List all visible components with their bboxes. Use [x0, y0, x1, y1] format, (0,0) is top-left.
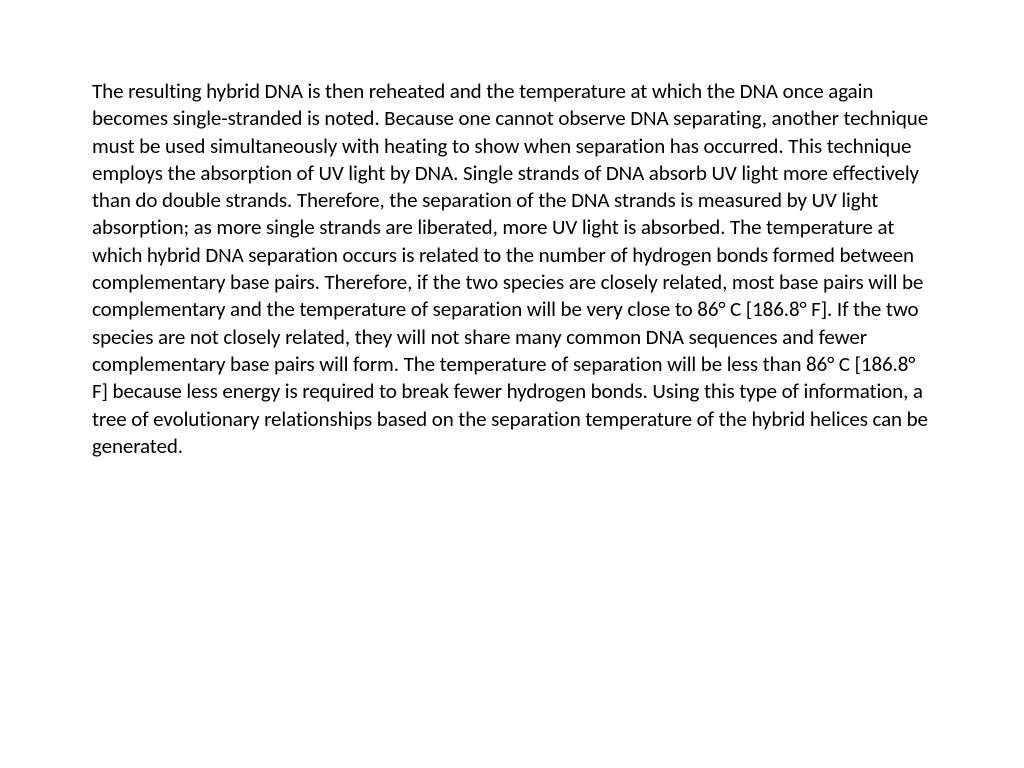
body-paragraph: The resulting hybrid DNA is then reheate… — [92, 78, 932, 460]
